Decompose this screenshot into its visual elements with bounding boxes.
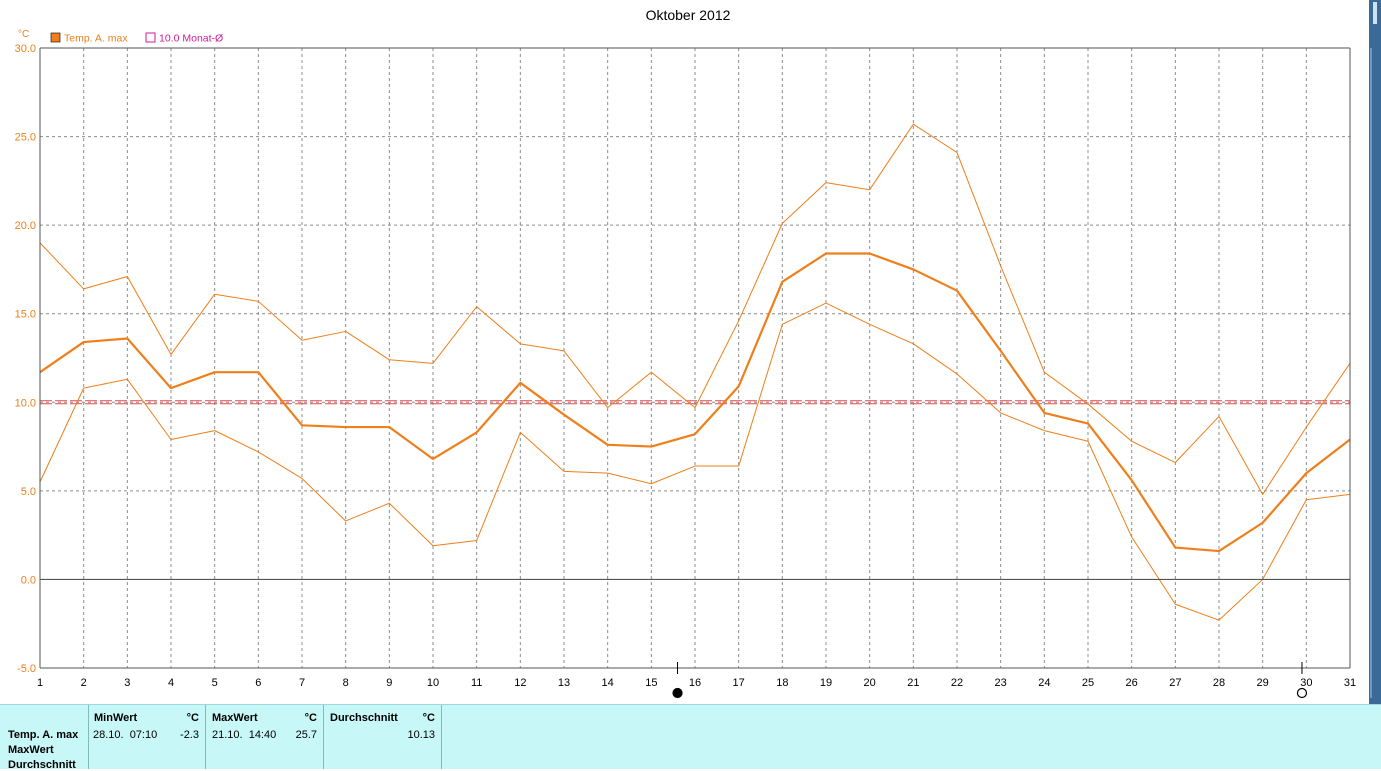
stats-max-column: MaxWert °C 21.10. 14:40 25.7 bbox=[206, 705, 324, 769]
x-tick-label: 27 bbox=[1169, 677, 1181, 689]
x-tick-label: 20 bbox=[864, 677, 876, 689]
chart-title: Oktober 2012 bbox=[646, 7, 731, 23]
x-tick-label: 5 bbox=[212, 677, 218, 689]
legend-label-mean: 10.0 Monat-Ø bbox=[159, 33, 223, 45]
legend: Temp. A. max 10.0 Monat-Ø bbox=[50, 32, 223, 45]
x-tick-label: 26 bbox=[1126, 677, 1138, 689]
grid bbox=[40, 47, 1350, 668]
x-tick-label: 28 bbox=[1213, 677, 1225, 689]
x-tick-label: 7 bbox=[299, 677, 305, 689]
x-tick-label: 19 bbox=[820, 677, 832, 689]
avg-unit: °C bbox=[422, 712, 435, 724]
y-tick-label: 10.0 bbox=[15, 397, 36, 409]
stats-row-label: Durchschnitt bbox=[8, 759, 76, 771]
x-tick-label: 3 bbox=[124, 677, 130, 689]
moon-phases bbox=[672, 662, 1308, 699]
x-tick-label: 1 bbox=[37, 677, 43, 689]
x-tick-label: 31 bbox=[1344, 677, 1356, 689]
stats-avg-column: Durchschnitt °C 10.13 bbox=[324, 705, 442, 769]
legend-marker-temp bbox=[50, 32, 61, 43]
y-tick-label: -5.0 bbox=[17, 663, 36, 675]
stats-row-label: MaxWert bbox=[8, 744, 54, 756]
full-moon-icon bbox=[672, 687, 683, 699]
y-tick-label: 20.0 bbox=[15, 220, 36, 232]
series-line-upper bbox=[39, 123, 1351, 495]
series-line-mean bbox=[39, 252, 1351, 553]
avg-value: 10.13 bbox=[407, 729, 435, 741]
x-tick-label: 13 bbox=[558, 677, 570, 689]
max-unit: °C bbox=[304, 712, 317, 724]
avg-header: Durchschnitt bbox=[330, 712, 398, 724]
y-tick-label: 0.0 bbox=[21, 574, 36, 586]
x-tick-label: 9 bbox=[386, 677, 392, 689]
y-tick-label: 15.0 bbox=[15, 309, 36, 321]
x-tick-label: 22 bbox=[951, 677, 963, 689]
legend-marker-mean bbox=[145, 32, 156, 43]
x-tick-label: 15 bbox=[645, 677, 657, 689]
x-tick-label: 4 bbox=[168, 677, 174, 689]
x-tick-label: 6 bbox=[255, 677, 261, 689]
max-datetime: 21.10. 14:40 bbox=[212, 729, 277, 741]
x-tick-label: 18 bbox=[776, 677, 788, 689]
monthly-mean-line bbox=[40, 400, 1350, 405]
y-unit-label: °C bbox=[18, 29, 29, 40]
max-value: 25.7 bbox=[295, 729, 317, 741]
x-tick-label: 10 bbox=[427, 677, 439, 689]
axes: -5.00.05.010.015.020.025.030.01 2 3 4 5 6 7 8 9 1… bbox=[15, 43, 1357, 689]
y-tick-label: 25.0 bbox=[15, 132, 36, 144]
y-tick-label: 5.0 bbox=[21, 486, 36, 498]
series-lines bbox=[39, 123, 1351, 621]
temperature-chart: Oktober 2012 °C Temp. A. max 10.0 Monat-… bbox=[15, 7, 1357, 699]
statistics-panel: Temp. A. max MaxWert Durchschnitt MinWer… bbox=[0, 704, 1381, 771]
new-moon-icon bbox=[1296, 687, 1308, 699]
x-tick-label: 16 bbox=[689, 677, 701, 689]
stats-min-column: MinWert °C 28.10. 07:10 -2.3 bbox=[89, 705, 206, 769]
x-tick-label: 29 bbox=[1257, 677, 1269, 689]
legend-label-temp: Temp. A. max bbox=[64, 33, 128, 45]
series-line-lower bbox=[39, 302, 1351, 621]
max-header: MaxWert bbox=[212, 712, 258, 724]
stats-row-label: Temp. A. max bbox=[8, 729, 79, 741]
min-value: -2.3 bbox=[180, 729, 199, 741]
y-tick-label: 30.0 bbox=[15, 43, 36, 55]
x-tick-label: 12 bbox=[514, 677, 526, 689]
x-tick-label: 11 bbox=[471, 677, 482, 689]
x-tick-label: 17 bbox=[733, 677, 745, 689]
x-tick-label: 14 bbox=[602, 677, 614, 689]
min-datetime: 28.10. 07:10 bbox=[93, 729, 158, 741]
x-tick-label: 21 bbox=[907, 677, 919, 689]
stats-row-labels: Temp. A. max MaxWert Durchschnitt bbox=[0, 705, 89, 771]
x-tick-label: 25 bbox=[1082, 677, 1094, 689]
x-tick-label: 23 bbox=[995, 677, 1007, 689]
window-edge bbox=[1369, 0, 1381, 705]
x-tick-label: 2 bbox=[81, 677, 87, 689]
min-header: MinWert bbox=[94, 712, 138, 724]
min-unit: °C bbox=[186, 712, 199, 724]
x-tick-label: 8 bbox=[343, 677, 349, 689]
x-tick-label: 30 bbox=[1300, 677, 1312, 689]
x-tick-label: 24 bbox=[1038, 677, 1050, 689]
